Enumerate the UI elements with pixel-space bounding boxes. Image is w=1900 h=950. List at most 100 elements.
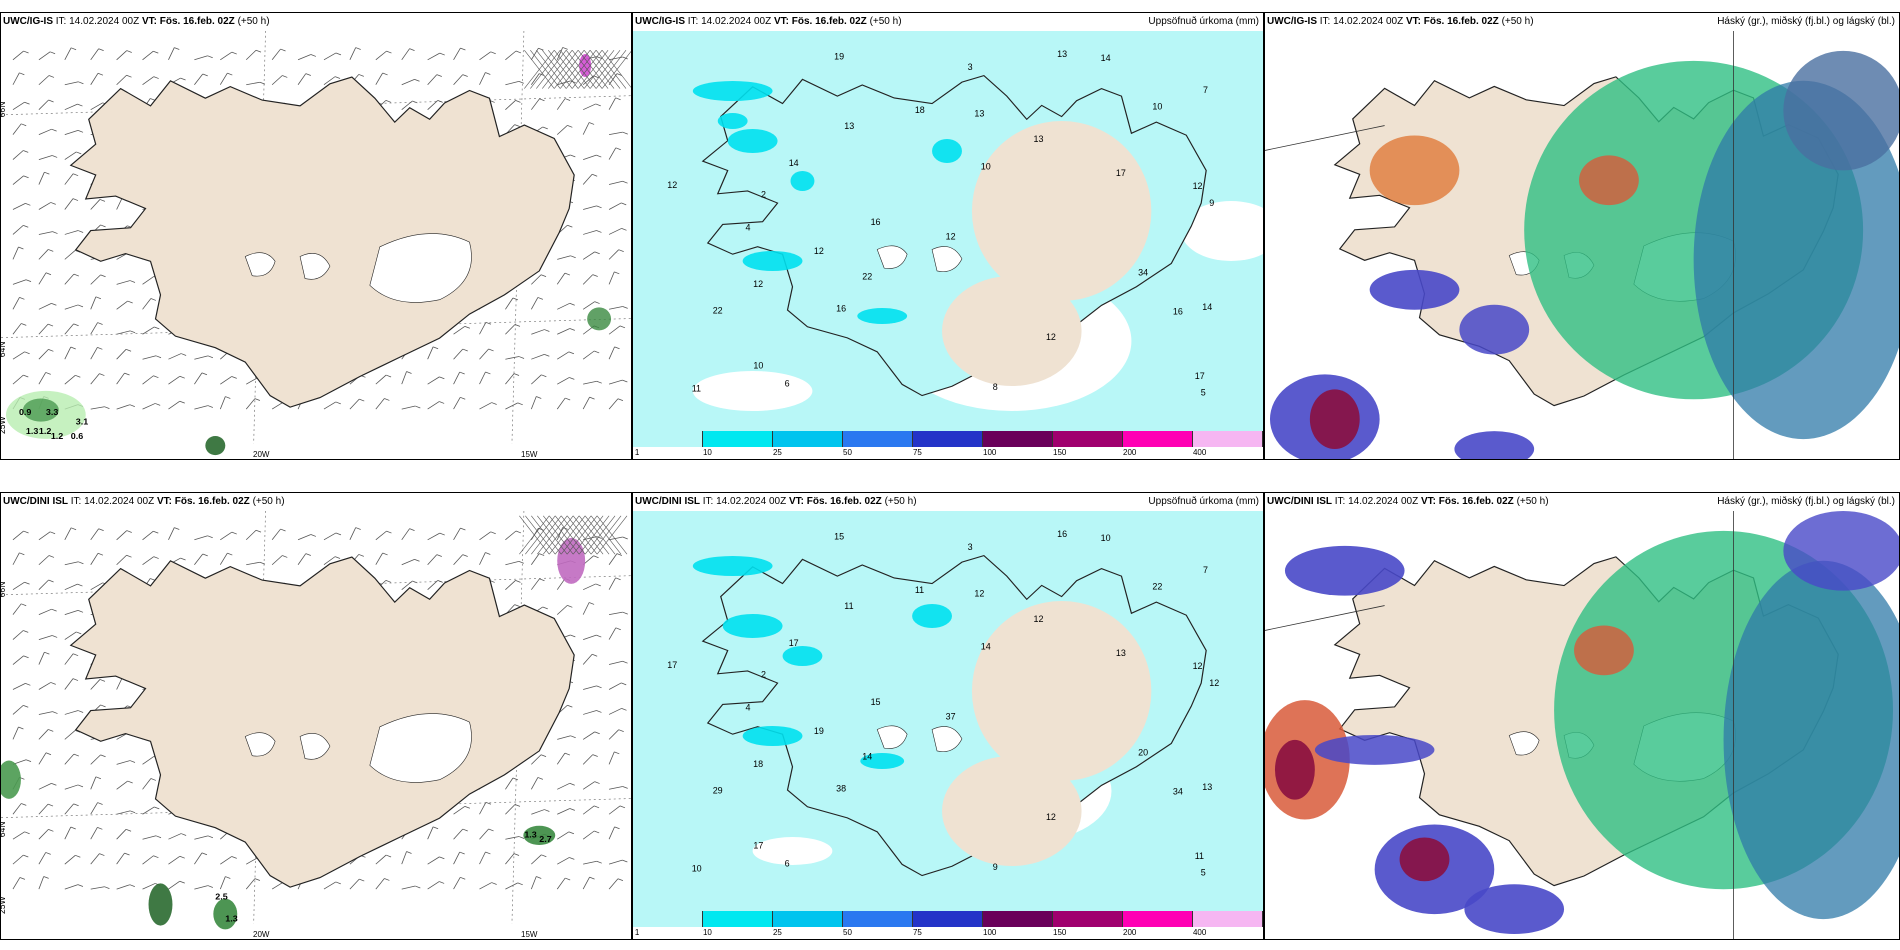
wind-barb xyxy=(168,47,175,60)
wind-barb-map: 0.9 3.3 3.1 1.3 0.6 1.2 1.2 66N 64N 25W xyxy=(1,31,631,459)
wind-barb xyxy=(608,249,620,260)
precip-area xyxy=(857,308,908,324)
wind-barb xyxy=(582,654,593,665)
colorbar-tick: 100 xyxy=(983,928,997,937)
wind-barb-feather xyxy=(70,527,77,531)
wind-barb-feather xyxy=(126,530,132,533)
wind-barb-feather xyxy=(179,400,185,404)
wind-barb xyxy=(582,830,595,840)
wind-barb xyxy=(38,303,52,310)
wind-barb xyxy=(608,228,622,235)
wind-barb xyxy=(530,396,537,410)
wind-barb-feather xyxy=(310,54,317,57)
wind-barb-feather xyxy=(518,836,525,839)
field-area xyxy=(1,760,21,799)
colorbar-swatch xyxy=(843,911,913,927)
fields xyxy=(692,556,952,769)
precip-value: 16 xyxy=(871,217,881,227)
wind-barb xyxy=(64,81,79,86)
wind-barb-feather xyxy=(19,72,25,76)
wind-barb xyxy=(194,835,208,840)
field-area xyxy=(557,537,586,584)
colorbar-swatch xyxy=(1053,431,1123,447)
precip-value: 12 xyxy=(814,246,824,256)
wind-barb-feather xyxy=(125,348,132,352)
wind-barb-feather xyxy=(150,298,157,301)
wind-barb xyxy=(142,855,154,865)
precip-value: 10 xyxy=(1101,533,1111,543)
wind-barb-feather xyxy=(52,635,58,638)
wind-barb-feather xyxy=(180,77,186,81)
wind-barb xyxy=(142,756,155,765)
wind-barb xyxy=(116,810,131,815)
wind-barb-feather xyxy=(515,530,522,534)
wind-barb xyxy=(608,398,619,410)
wind-barb-feather xyxy=(124,372,130,376)
wind-barb-feather xyxy=(335,401,341,405)
wind-barb-feather xyxy=(23,655,29,659)
wind-barb-feather xyxy=(231,531,237,535)
hatch-line xyxy=(601,50,631,89)
panel-top-middle: UWC/IG-IS IT: 14.02.2024 00Z VT: Fös. 16… xyxy=(632,12,1264,460)
wind-barb xyxy=(38,711,53,715)
precip-value: 14 xyxy=(1101,53,1111,63)
wind-barb xyxy=(90,802,98,815)
dry-land xyxy=(971,601,1152,781)
wind-barb-feather xyxy=(126,554,132,558)
wind-barb xyxy=(116,372,125,385)
wind-barb-feather xyxy=(104,406,110,409)
cloud-map xyxy=(1265,511,1899,939)
wind-barb-feather xyxy=(153,50,159,54)
wind-barb xyxy=(90,73,99,85)
wind-barb xyxy=(38,231,53,235)
wind-barb xyxy=(297,553,307,565)
wind-barb-feather xyxy=(615,577,621,581)
wind-barb xyxy=(453,554,464,565)
value-label: 3.1 xyxy=(76,417,89,427)
wind-barb-feather xyxy=(355,527,361,530)
lat-label: 64N xyxy=(1,821,7,837)
wind-barb xyxy=(12,225,24,235)
value-label: 1.2 xyxy=(39,426,52,436)
wind-barb-feather xyxy=(100,274,106,278)
wind-barb-feather xyxy=(127,780,133,784)
wind-barb xyxy=(38,783,52,790)
wind-barb xyxy=(557,302,570,310)
wind-barb xyxy=(375,854,387,865)
precip-value: 34 xyxy=(1173,787,1183,797)
hatch-line xyxy=(559,50,591,89)
wind-barb xyxy=(38,635,53,640)
wind-barb-feather xyxy=(490,531,496,535)
wind-barb xyxy=(194,55,208,61)
wind-barb-feather xyxy=(459,851,465,855)
wind-barb xyxy=(116,554,127,566)
wind-barb xyxy=(556,272,566,285)
wind-barb xyxy=(12,72,20,85)
wind-barb-feather xyxy=(255,49,262,53)
wind-barb-feather xyxy=(622,56,628,60)
wind-barb-feather xyxy=(515,100,521,103)
wind-barb-feather xyxy=(97,827,103,830)
wind-barb-feather xyxy=(73,653,79,657)
wind-barb-feather xyxy=(72,678,79,681)
wind-barb-feather xyxy=(432,826,439,830)
wind-barb xyxy=(349,527,357,540)
precip-value: 11 xyxy=(1195,851,1204,861)
wind-barb-feather xyxy=(77,610,84,613)
low-cloud xyxy=(1369,269,1460,310)
wind-barb-feather xyxy=(24,351,30,355)
wind-barb xyxy=(90,776,97,790)
wind-barb-feather xyxy=(174,47,180,50)
wind-barb xyxy=(530,48,539,60)
wind-barb-feather xyxy=(595,103,601,107)
wind-barb-feather xyxy=(44,651,50,655)
wind-barb-feather xyxy=(150,778,157,781)
wind-barb-feather xyxy=(594,731,600,735)
lon-label-15w: 15W xyxy=(521,450,538,459)
field-area xyxy=(587,307,612,331)
wind-barb-feather xyxy=(592,173,598,177)
wind-barb-feather xyxy=(78,81,84,85)
wind-barb xyxy=(116,330,131,335)
wind-barb xyxy=(349,878,360,890)
precip-value: 17 xyxy=(1116,168,1126,178)
